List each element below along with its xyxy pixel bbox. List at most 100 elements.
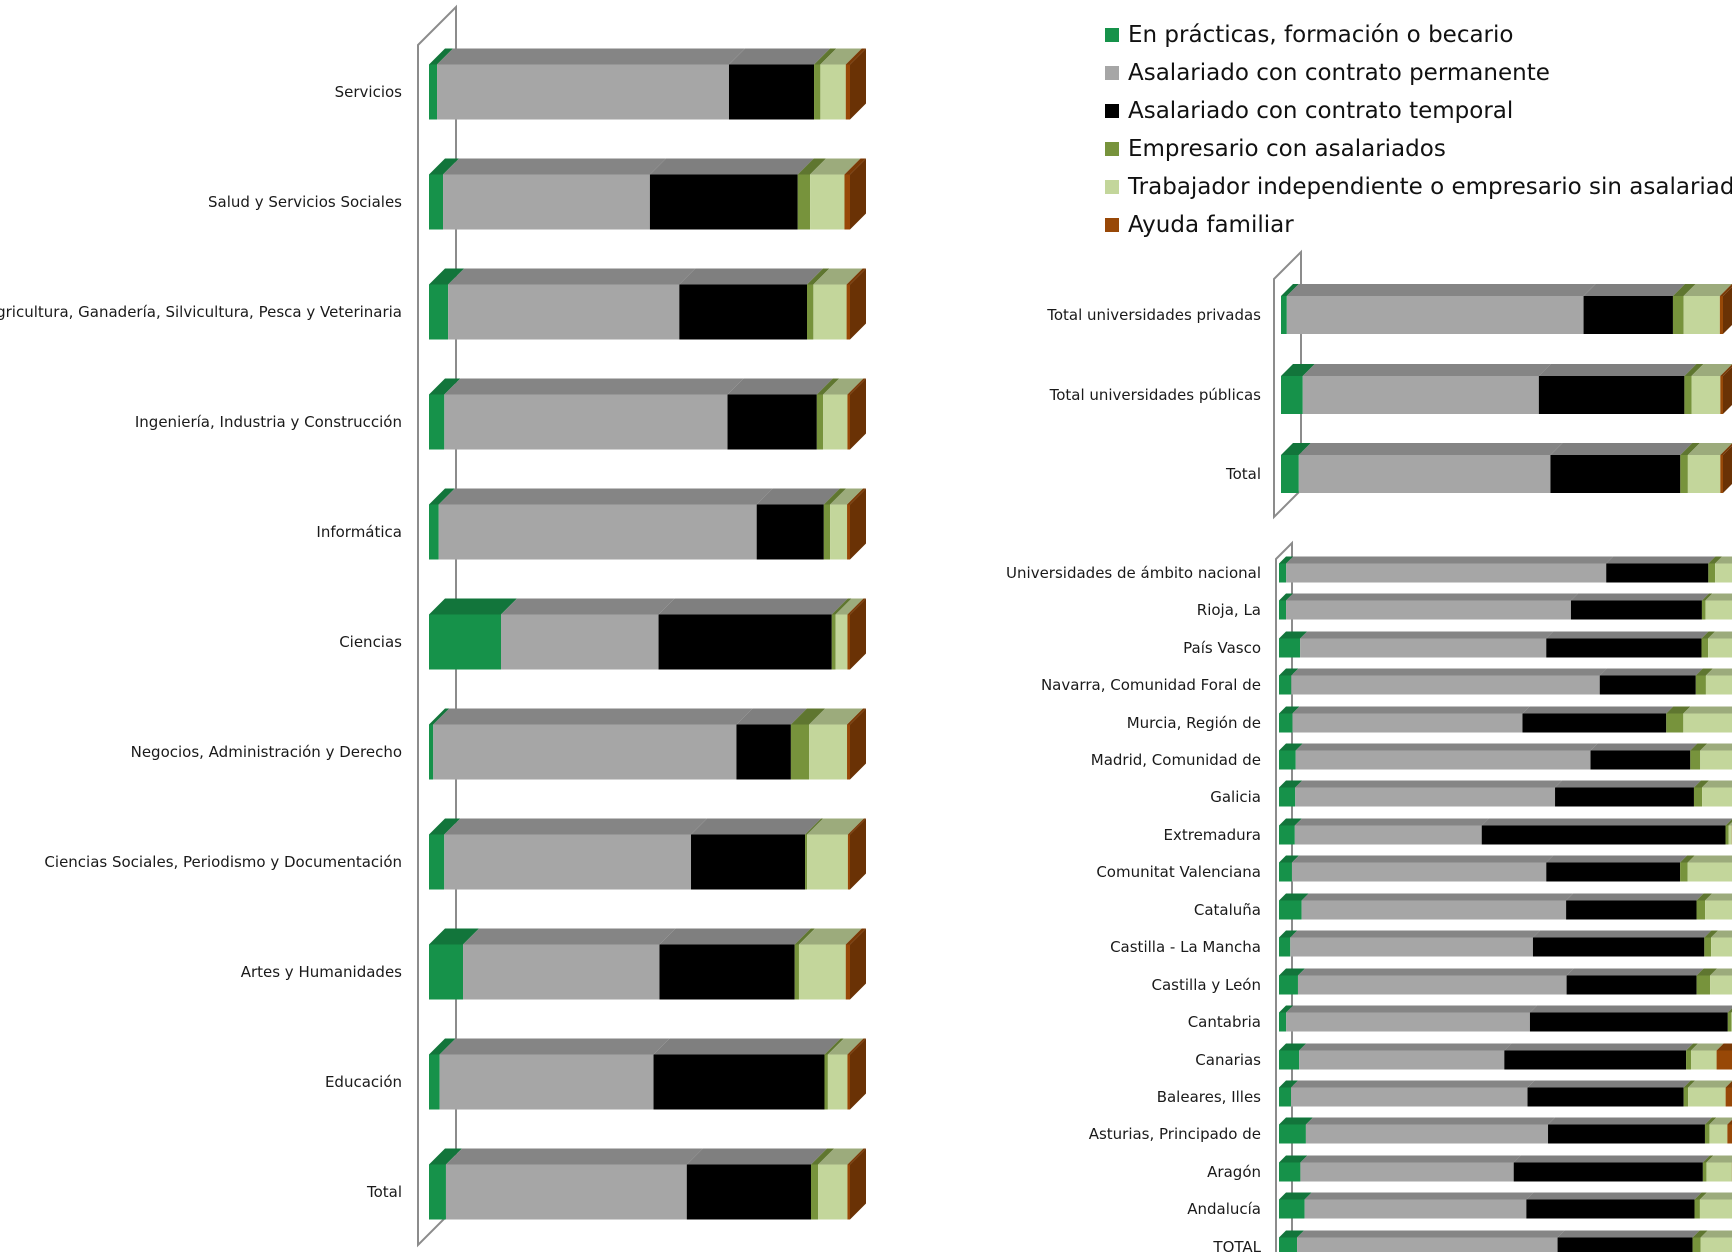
- bar-segment: [809, 725, 847, 780]
- bar-segment: [437, 65, 729, 120]
- bar-segment: [429, 175, 443, 230]
- bar-segment-top: [1296, 744, 1598, 751]
- bar-segment: [1693, 1238, 1701, 1253]
- bar-segment: [824, 505, 830, 560]
- bar-segment-top: [1688, 856, 1732, 863]
- bar-segment-top: [1546, 632, 1708, 639]
- bar-segment-top: [1571, 594, 1709, 601]
- bar-segment: [1299, 1051, 1504, 1070]
- bar-segment: [429, 945, 463, 1000]
- bar-segment: [1695, 1200, 1700, 1219]
- bar-segment: [1295, 788, 1555, 807]
- bar-segment: [844, 175, 850, 230]
- bar-segment-top: [1546, 856, 1687, 863]
- bar-segment: [1704, 938, 1711, 957]
- bar-segment-top: [1533, 931, 1711, 938]
- category-label: Total universidades públicas: [1049, 386, 1262, 404]
- bar-segment: [1279, 1200, 1305, 1219]
- bar-segment-top: [1528, 1081, 1691, 1088]
- bar-segment: [824, 1055, 827, 1110]
- bar-segment-top: [1530, 1006, 1732, 1013]
- bar-segment-top: [1555, 781, 1701, 788]
- bar-segment: [830, 505, 847, 560]
- bar-segment-top: [1526, 1193, 1701, 1200]
- bar-segment: [1729, 826, 1732, 845]
- bar-segment: [798, 175, 810, 230]
- category-label: Extremadura: [1164, 826, 1262, 844]
- legend-item: Asalariado con contrato temporal: [1105, 92, 1732, 130]
- bar-segment-top: [650, 159, 814, 175]
- bar-segment-top: [1292, 707, 1529, 714]
- category-label: Total: [366, 1183, 402, 1201]
- bar-segment: [1700, 751, 1732, 770]
- bar-segment: [1680, 863, 1688, 882]
- category-label: Navarra, Comunidad Foral de: [1041, 676, 1261, 694]
- bar-segment: [807, 835, 848, 890]
- bar-segment: [1702, 601, 1706, 620]
- category-label: Total: [1225, 465, 1261, 483]
- bar-segment: [463, 945, 659, 1000]
- legend-item: Ayuda familiar: [1105, 206, 1732, 244]
- bar-segment-top: [1504, 1044, 1693, 1051]
- bar-segment-top: [437, 49, 745, 65]
- bar-segment: [1726, 1088, 1732, 1107]
- bar-segment: [1290, 938, 1533, 957]
- bar-segment: [1706, 676, 1732, 695]
- bar-segment: [1296, 751, 1591, 770]
- bar-segment: [847, 395, 850, 450]
- legend-swatch: [1105, 28, 1119, 42]
- bar-segment-top: [433, 709, 752, 725]
- category-label: Ciencias Sociales, Periodismo y Document…: [44, 853, 402, 871]
- bar-segment: [736, 725, 790, 780]
- category-label: Salud y Servicios Sociales: [208, 193, 402, 211]
- bar-segment: [791, 725, 809, 780]
- bar-segment-top: [1683, 707, 1732, 714]
- bar-segment-top: [1600, 669, 1703, 676]
- bar-segment: [429, 835, 444, 890]
- bar-segment-top: [1286, 594, 1578, 601]
- bar-segment: [1298, 976, 1567, 995]
- bar-segment: [814, 65, 820, 120]
- bar-segment: [1533, 938, 1704, 957]
- bar-segment: [1558, 1238, 1693, 1253]
- bar-segment: [847, 615, 850, 670]
- bar-segment: [1720, 376, 1723, 414]
- bar-segment-top: [1305, 1193, 1534, 1200]
- bar-segment: [1700, 1200, 1732, 1219]
- bar-segment: [1690, 751, 1700, 770]
- bar-segment: [687, 1165, 811, 1220]
- legend-item: Trabajador independiente o empresario si…: [1105, 168, 1732, 206]
- bar-segment: [1546, 863, 1680, 882]
- bar-segment-top: [1566, 894, 1703, 901]
- bar-segment: [1528, 1088, 1684, 1107]
- bar-segment: [813, 285, 846, 340]
- bar-segment-top: [1306, 1118, 1555, 1125]
- bar-segment: [1705, 901, 1732, 920]
- bar-segment: [1710, 976, 1732, 995]
- category-label: Servicios: [335, 83, 403, 101]
- bar-segment-top: [1539, 364, 1697, 376]
- bar-segment: [429, 505, 439, 560]
- bar-segment-top: [1514, 1156, 1710, 1163]
- bar-segment-top: [1299, 1044, 1511, 1051]
- bar-segment: [1279, 1051, 1299, 1070]
- bar-segment-top: [1298, 969, 1574, 976]
- bar-segment: [1688, 455, 1720, 493]
- bar-segment: [1291, 1088, 1527, 1107]
- legend: En prácticas, formación o becario Asalar…: [1105, 16, 1732, 244]
- bar-segment: [1279, 1125, 1306, 1144]
- bar-segment-top: [446, 1149, 703, 1165]
- bar-segment: [429, 395, 444, 450]
- legend-swatch: [1105, 180, 1119, 194]
- bar-segment: [654, 1055, 825, 1110]
- bar-segment-top: [679, 269, 823, 285]
- category-label: Universidades de ámbito nacional: [1006, 564, 1261, 582]
- category-label: Baleares, Illes: [1157, 1088, 1261, 1106]
- category-label: Canarias: [1195, 1051, 1261, 1069]
- legend-item: En prácticas, formación o becario: [1105, 16, 1732, 54]
- bar-segment: [1706, 1163, 1731, 1182]
- bar-segment: [1686, 1051, 1691, 1070]
- legend-swatch: [1105, 104, 1119, 118]
- bar-segment: [828, 1055, 848, 1110]
- bar-segment: [1279, 1163, 1300, 1182]
